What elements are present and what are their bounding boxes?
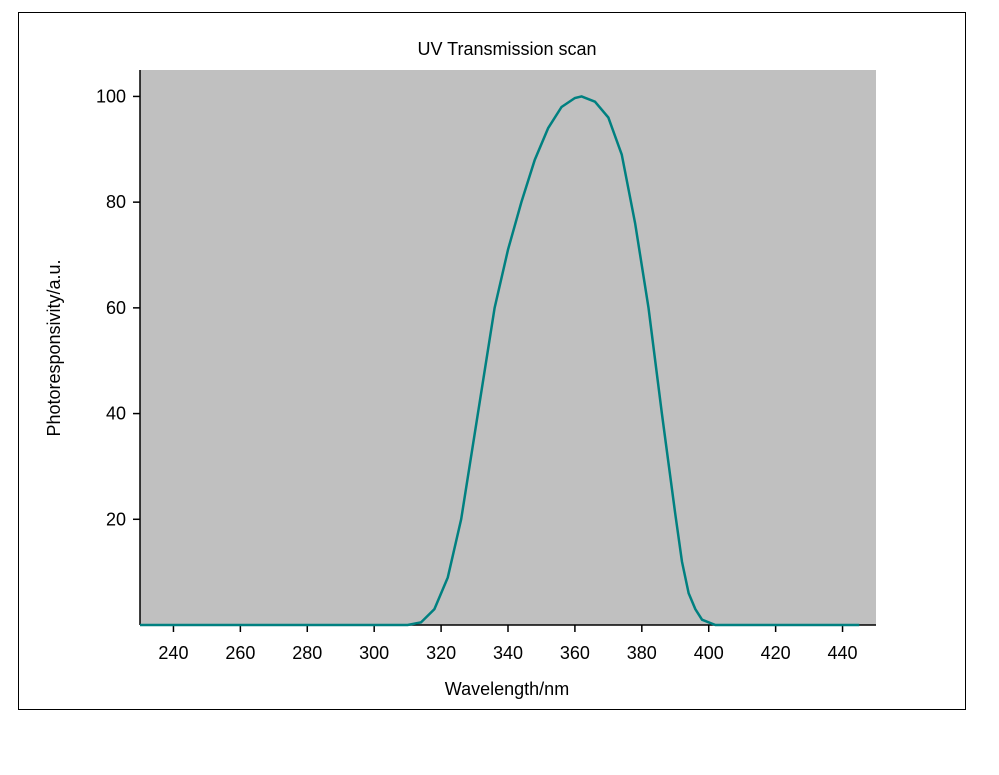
x-tick-label: 440 xyxy=(828,643,858,663)
y-tick-label: 60 xyxy=(106,298,126,318)
y-tick-label: 20 xyxy=(106,509,126,529)
x-tick-label: 280 xyxy=(292,643,322,663)
chart-title: UV Transmission scan xyxy=(417,39,596,59)
x-tick-label: 380 xyxy=(627,643,657,663)
x-axis-label: Wavelength/nm xyxy=(445,679,569,699)
y-axis-label: Photoresponsivity/a.u. xyxy=(44,259,64,436)
x-tick-label: 300 xyxy=(359,643,389,663)
x-tick-label: 400 xyxy=(694,643,724,663)
x-tick-label: 320 xyxy=(426,643,456,663)
data-line xyxy=(140,95,860,627)
x-tick-label: 240 xyxy=(158,643,188,663)
x-tick-label: 260 xyxy=(225,643,255,663)
y-tick-label: 80 xyxy=(106,192,126,212)
y-tick-label: 40 xyxy=(106,404,126,424)
plot-area xyxy=(140,70,876,625)
y-tick-label: 100 xyxy=(96,86,126,106)
x-tick-label: 420 xyxy=(761,643,791,663)
x-tick-label: 340 xyxy=(493,643,523,663)
x-tick-label: 360 xyxy=(560,643,590,663)
frame xyxy=(18,12,966,710)
